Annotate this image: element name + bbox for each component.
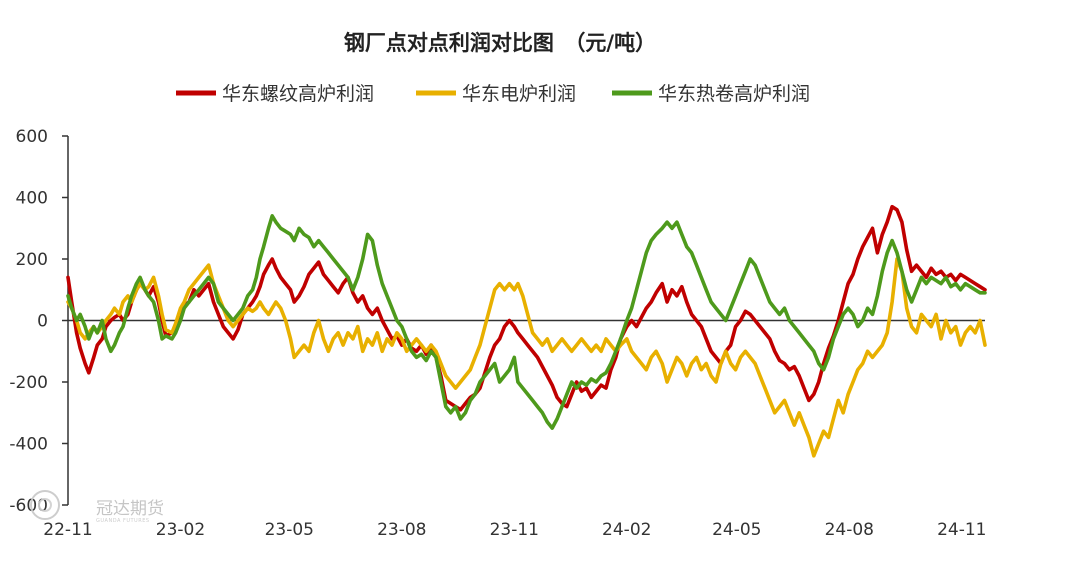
x-tick-label: 23-08 <box>377 520 426 540</box>
x-tick-label: 24-08 <box>825 520 874 540</box>
watermark-text: 冠达期货 <box>96 499 164 519</box>
watermark-logo-inner-icon <box>38 498 52 512</box>
x-axis: 22-11 23-02 23-05 23-08 23-11 24-02 24-05 24-08… <box>43 319 986 540</box>
y-tick-label: 600 <box>16 127 48 147</box>
x-tick-label: 24-11 <box>937 520 986 540</box>
chart-title: 钢厂点对点利润对比图 （元/吨） <box>344 31 656 55</box>
x-tick-label: 23-02 <box>156 520 205 540</box>
watermark-subtext: GUANDA FUTURES <box>96 518 150 524</box>
x-tick-label: 23-11 <box>490 520 539 540</box>
x-tick-label: 24-02 <box>602 520 651 540</box>
y-tick-label: -400 <box>9 435 48 455</box>
watermark-logo-icon <box>30 490 60 520</box>
legend-label-0: 华东螺纹高炉利润 <box>222 83 374 105</box>
y-tick-label: 400 <box>16 189 48 209</box>
y-tick-label: -200 <box>9 373 48 393</box>
watermark: 冠达期货 GUANDA FUTURES <box>30 490 164 524</box>
legend-label-2: 华东热卷高炉利润 <box>658 83 810 105</box>
y-tick-label: 200 <box>16 250 48 270</box>
series-line-2 <box>66 214 987 430</box>
y-tick-label: 0 <box>37 312 48 332</box>
y-axis: 600 400 200 0 -200 -400 -600 <box>9 127 69 516</box>
x-tick-label: 22-11 <box>43 520 92 540</box>
x-tick-label: 24-05 <box>712 520 761 540</box>
series-line-0 <box>66 204 987 412</box>
legend-label-1: 华东电炉利润 <box>462 83 576 105</box>
series-line-1 <box>66 257 987 458</box>
series-lines <box>66 204 987 458</box>
x-tick-label: 23-05 <box>265 520 314 540</box>
y-tick-label: -600 <box>9 496 48 516</box>
legend: 华东螺纹高炉利润 华东电炉利润 华东热卷高炉利润 <box>176 83 810 105</box>
